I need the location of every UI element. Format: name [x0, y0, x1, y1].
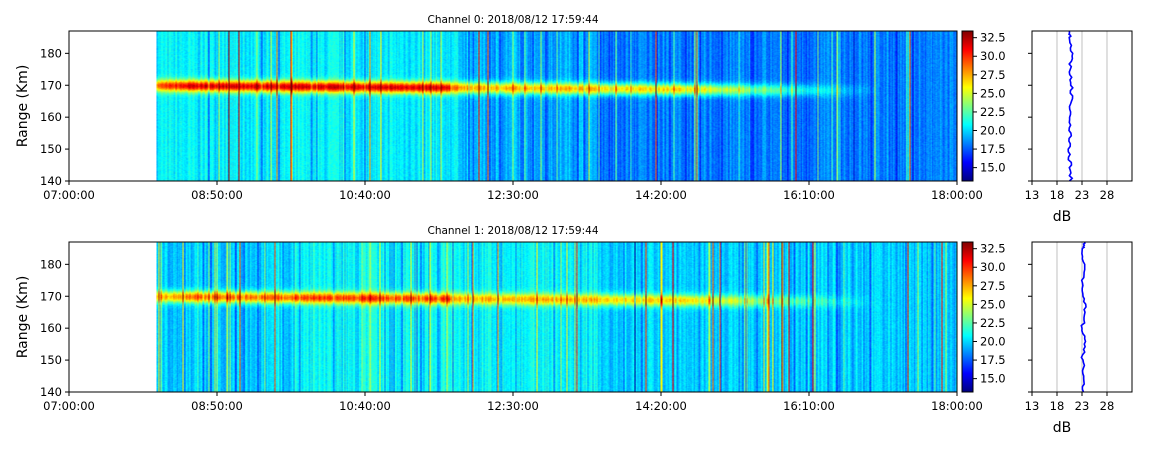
x-tick-label: 14:20:00 [635, 399, 687, 413]
channel-1-colorbar: 15.0 17.5 20.0 22.5 25.0 27.5 30.0 32.5 [961, 241, 1006, 393]
colorbar-gradient [961, 30, 974, 182]
profile-line [1067, 30, 1074, 182]
channel-0-x-axis: 07:00:00 08:50:00 10:40:00 12:30:00 14:20:00… [43, 181, 983, 202]
y-tick-label: 170 [40, 289, 62, 303]
y-tick-label: 160 [40, 110, 62, 124]
channel-0-title: Channel 0: 2018/08/12 17:59:44 [427, 14, 598, 26]
channel-1-panel: Channel 1: 2018/08/12 17:59:44 Range (Km… [15, 225, 1133, 436]
profile-xlabel: dB [1053, 209, 1072, 225]
colorbar-tick-label: 27.5 [980, 279, 1006, 293]
colorbar-tick-label: 32.5 [980, 242, 1006, 256]
channel-1-heatmap [156, 242, 958, 392]
profile-x-tick-label: 13 [1025, 188, 1040, 202]
y-tick-label: 140 [40, 174, 62, 188]
profile-xlabel: dB [1053, 420, 1072, 436]
colorbar-tick-label: 22.5 [980, 105, 1006, 119]
y-tick-label: 180 [40, 46, 62, 60]
y-tick-label: 160 [40, 321, 62, 335]
colorbar-tick-label: 17.5 [980, 142, 1006, 156]
y-tick-label: 150 [40, 142, 62, 156]
channel-0-panel: Channel 0: 2018/08/12 17:59:44 Range (Km… [15, 14, 1133, 225]
x-tick-label: 07:00:00 [43, 399, 95, 413]
channel-0-colorbar: 15.0 17.5 20.0 22.5 25.0 27.5 30.0 32.5 [961, 30, 1006, 182]
x-tick-label: 08:50:00 [191, 188, 243, 202]
colorbar-tick-label: 27.5 [980, 68, 1006, 82]
channel-1-profile: 13 18 23 28 dB [1025, 241, 1133, 436]
x-tick-label: 18:00:00 [931, 399, 983, 413]
x-tick-label: 10:40:00 [339, 399, 391, 413]
profile-x-tick-label: 23 [1075, 188, 1090, 202]
colorbar-tick-label: 15.0 [980, 161, 1006, 175]
profile-x-tick-label: 18 [1050, 188, 1065, 202]
profile-x-tick-label: 28 [1100, 399, 1115, 413]
colorbar-tick-label: 15.0 [980, 372, 1006, 386]
x-tick-label: 10:40:00 [339, 188, 391, 202]
colorbar-tick-label: 30.0 [980, 49, 1006, 63]
channel-0-heatmap [156, 31, 958, 181]
profile-line [1080, 241, 1087, 393]
profile-x-tick-label: 28 [1100, 188, 1115, 202]
colorbar-tick-label: 25.0 [980, 86, 1006, 100]
y-tick-label: 150 [40, 353, 62, 367]
channel-1-title: Channel 1: 2018/08/12 17:59:44 [427, 225, 598, 237]
colorbar-tick-label: 22.5 [980, 316, 1006, 330]
y-tick-label: 140 [40, 385, 62, 399]
channel-0-ylabel: Range (Km) [15, 65, 31, 148]
x-tick-label: 18:00:00 [931, 188, 983, 202]
channel-0-profile: 13 18 23 28 dB [1025, 30, 1133, 225]
x-tick-label: 14:20:00 [635, 188, 687, 202]
y-tick-label: 180 [40, 257, 62, 271]
y-tick-label: 170 [40, 78, 62, 92]
heatmap-raster [156, 31, 958, 181]
channel-1-y-axis: 140 150 160 170 180 [40, 257, 69, 399]
profile-x-tick-label: 23 [1075, 399, 1090, 413]
colorbar-tick-label: 30.0 [980, 260, 1006, 274]
colorbar-tick-label: 32.5 [980, 31, 1006, 45]
colorbar-tick-label: 20.0 [980, 335, 1006, 349]
x-tick-label: 16:10:00 [783, 399, 835, 413]
x-tick-label: 12:30:00 [487, 188, 539, 202]
heatmap-raster [156, 242, 958, 392]
channel-0-y-axis: 140 150 160 170 180 [40, 46, 69, 188]
colorbar-tick-label: 17.5 [980, 353, 1006, 367]
x-tick-label: 08:50:00 [191, 399, 243, 413]
colorbar-gradient [961, 241, 974, 393]
profile-x-tick-label: 18 [1050, 399, 1065, 413]
x-tick-label: 07:00:00 [43, 188, 95, 202]
channel-1-x-axis: 07:00:00 08:50:00 10:40:00 12:30:00 14:20:00… [43, 392, 983, 413]
colorbar-tick-label: 25.0 [980, 297, 1006, 311]
channel-1-ylabel: Range (Km) [15, 276, 31, 359]
x-tick-label: 12:30:00 [487, 399, 539, 413]
profile-x-tick-label: 13 [1025, 399, 1040, 413]
x-tick-label: 16:10:00 [783, 188, 835, 202]
colorbar-tick-label: 20.0 [980, 124, 1006, 138]
